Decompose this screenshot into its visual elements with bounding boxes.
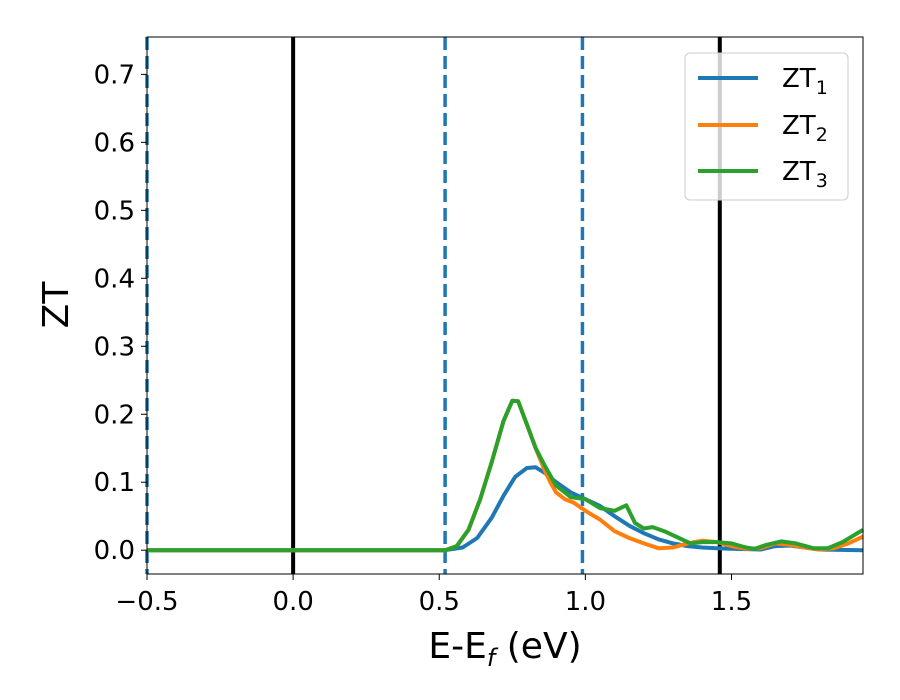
y-axis-title: ZT — [36, 281, 77, 329]
y-tick-label: 0.7 — [94, 60, 135, 90]
plot-frame — [146, 36, 864, 575]
y-tick-label: 0.6 — [94, 128, 135, 158]
x-tick-label: −0.5 — [115, 587, 178, 617]
legend-label-1-name: ZT — [782, 64, 816, 94]
legend-entry-2: ZT2 — [698, 111, 828, 146]
legend-label-3-sub: 3 — [816, 170, 828, 192]
y-tick-label: 0.5 — [94, 196, 135, 226]
legend-entry-3: ZT3 — [698, 157, 828, 192]
legend-label-1: ZT1 — [782, 64, 828, 99]
x-axis-title: E-Ef (eV) — [428, 626, 581, 672]
legend-label-3-name: ZT — [782, 157, 816, 187]
x-tick-label: 0.5 — [419, 587, 460, 617]
y-tick-label: 0.4 — [94, 264, 135, 294]
y-tick-label: 0.3 — [94, 332, 135, 362]
legend-label-1-sub: 1 — [816, 77, 828, 99]
series-line-zt3 — [147, 398, 865, 553]
y-tick-label: 0.1 — [94, 468, 135, 498]
x-axis-title-base: E-E — [428, 626, 486, 667]
x-tick-label: 1.5 — [711, 587, 752, 617]
y-tick-label: 0.0 — [94, 536, 135, 566]
x-tick-label: 1.0 — [565, 587, 606, 617]
legend-label-2: ZT2 — [782, 111, 828, 146]
series-lines — [147, 398, 865, 553]
legend-label-2-sub: 2 — [816, 124, 828, 146]
y-tick-label: 0.2 — [94, 400, 135, 430]
x-tick-label: 0.0 — [272, 587, 313, 617]
legend: ZT1 ZT2 ZT3 — [684, 52, 849, 201]
x-axis-title-unit: (eV) — [495, 626, 581, 667]
x-axis-ticks: −0.5 0.0 0.5 1.0 1.5 — [115, 574, 752, 617]
y-axis-ticks: 0.0 0.1 0.2 0.3 0.4 0.5 0.6 0.7 — [94, 60, 147, 566]
legend-box — [684, 52, 849, 201]
legend-label-3: ZT3 — [782, 157, 828, 192]
legend-label-2-name: ZT — [782, 111, 816, 141]
legend-entry-1: ZT1 — [698, 64, 828, 99]
